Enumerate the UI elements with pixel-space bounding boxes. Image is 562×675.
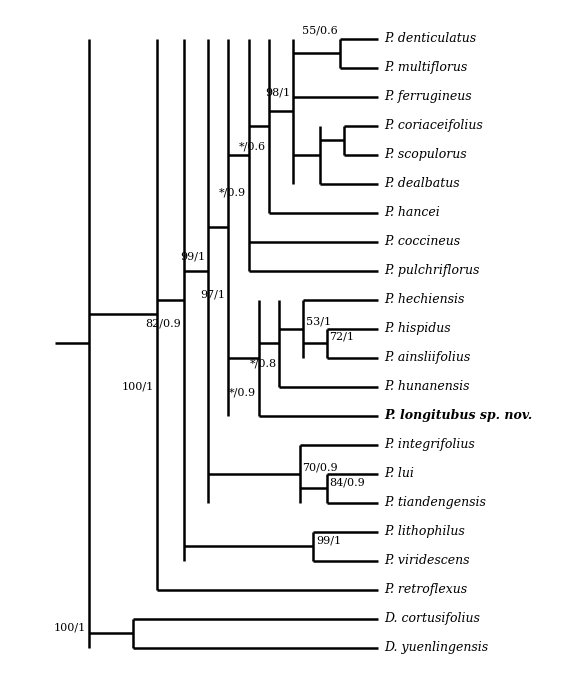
Text: 99/1: 99/1 [180, 251, 205, 261]
Text: P. coriaceifolius: P. coriaceifolius [384, 119, 483, 132]
Text: P. tiandengensis: P. tiandengensis [384, 496, 486, 509]
Text: P. hancei: P. hancei [384, 207, 440, 219]
Text: 98/1: 98/1 [265, 88, 290, 98]
Text: P. denticulatus: P. denticulatus [384, 32, 477, 45]
Text: P. hechiensis: P. hechiensis [384, 294, 465, 306]
Text: 97/1: 97/1 [201, 289, 225, 299]
Text: */0.9: */0.9 [229, 387, 256, 398]
Text: 84/0.9: 84/0.9 [329, 477, 365, 487]
Text: 72/1: 72/1 [329, 331, 355, 341]
Text: P. coccineus: P. coccineus [384, 236, 460, 248]
Text: 82/0.9: 82/0.9 [146, 318, 182, 328]
Text: 100/1: 100/1 [54, 622, 87, 632]
Text: */0.6: */0.6 [239, 141, 266, 151]
Text: P. hispidus: P. hispidus [384, 322, 451, 335]
Text: P. integrifolius: P. integrifolius [384, 438, 475, 452]
Text: 70/0.9: 70/0.9 [302, 463, 338, 473]
Text: */0.8: */0.8 [250, 358, 277, 369]
Text: P. dealbatus: P. dealbatus [384, 178, 460, 190]
Text: P. ainsliifolius: P. ainsliifolius [384, 351, 470, 364]
Text: P. lui: P. lui [384, 467, 414, 480]
Text: P. multiflorus: P. multiflorus [384, 61, 468, 74]
Text: */0.9: */0.9 [219, 188, 246, 198]
Text: 55/0.6: 55/0.6 [302, 25, 338, 35]
Text: 100/1: 100/1 [122, 382, 154, 391]
Text: 99/1: 99/1 [316, 535, 341, 545]
Text: P. lithophilus: P. lithophilus [384, 525, 465, 538]
Text: P. retroflexus: P. retroflexus [384, 583, 468, 596]
Text: P. hunanensis: P. hunanensis [384, 380, 470, 394]
Text: 53/1: 53/1 [306, 317, 331, 327]
Text: P. ferrugineus: P. ferrugineus [384, 90, 472, 103]
Text: D. cortusifolius: D. cortusifolius [384, 612, 481, 625]
Text: P. longitubus sp. nov.: P. longitubus sp. nov. [384, 409, 533, 423]
Text: P. scopulorus: P. scopulorus [384, 148, 467, 161]
Text: P. viridescens: P. viridescens [384, 554, 470, 567]
Text: P. pulchriflorus: P. pulchriflorus [384, 265, 480, 277]
Text: D. yuenlingensis: D. yuenlingensis [384, 641, 488, 654]
